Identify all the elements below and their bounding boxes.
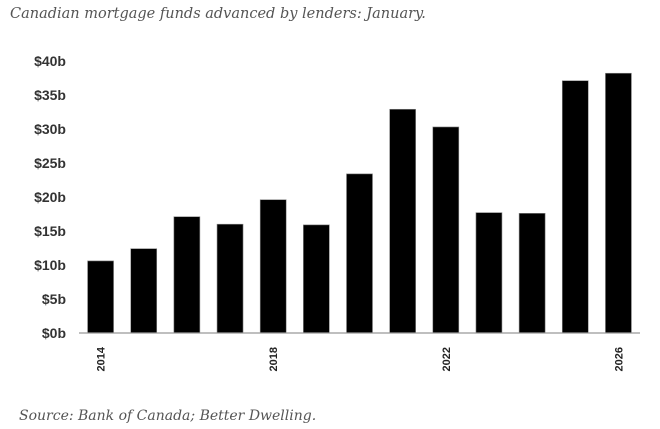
bar-2022: [432, 126, 460, 334]
y-tick-label: $15b: [34, 223, 66, 239]
y-tick-label: $25b: [34, 155, 66, 171]
x-tick-label: 2022: [441, 347, 453, 371]
y-tick-label: $40b: [34, 53, 66, 69]
source-note: Source: Bank of Canada; Better Dwelling.: [19, 408, 317, 424]
bar-2020: [346, 173, 373, 334]
bar-2026: [605, 72, 632, 334]
x-tick-label: 2018: [268, 347, 280, 371]
y-tick-label: $5b: [42, 291, 66, 307]
x-tick-label: 2026: [613, 347, 625, 371]
bar-2015: [130, 248, 158, 334]
bar-2023: [475, 212, 503, 334]
y-tick-label: $0b: [42, 325, 66, 341]
chart-title: Canadian mortgage funds advanced by lend…: [10, 6, 426, 22]
y-tick-label: $10b: [34, 257, 66, 273]
bar-2016: [173, 216, 201, 334]
x-tick-label: 2014: [96, 346, 108, 371]
bar-2018: [259, 199, 287, 334]
bar-2019: [303, 224, 330, 334]
bar-2024: [518, 213, 546, 334]
bar-2025: [561, 80, 589, 334]
bar-2017: [216, 223, 244, 334]
y-tick-label: $30b: [34, 121, 66, 137]
bar-2021: [389, 108, 416, 334]
y-tick-label: $35b: [34, 87, 66, 103]
bar-2014: [87, 260, 114, 334]
y-tick-label: $20b: [34, 189, 66, 205]
